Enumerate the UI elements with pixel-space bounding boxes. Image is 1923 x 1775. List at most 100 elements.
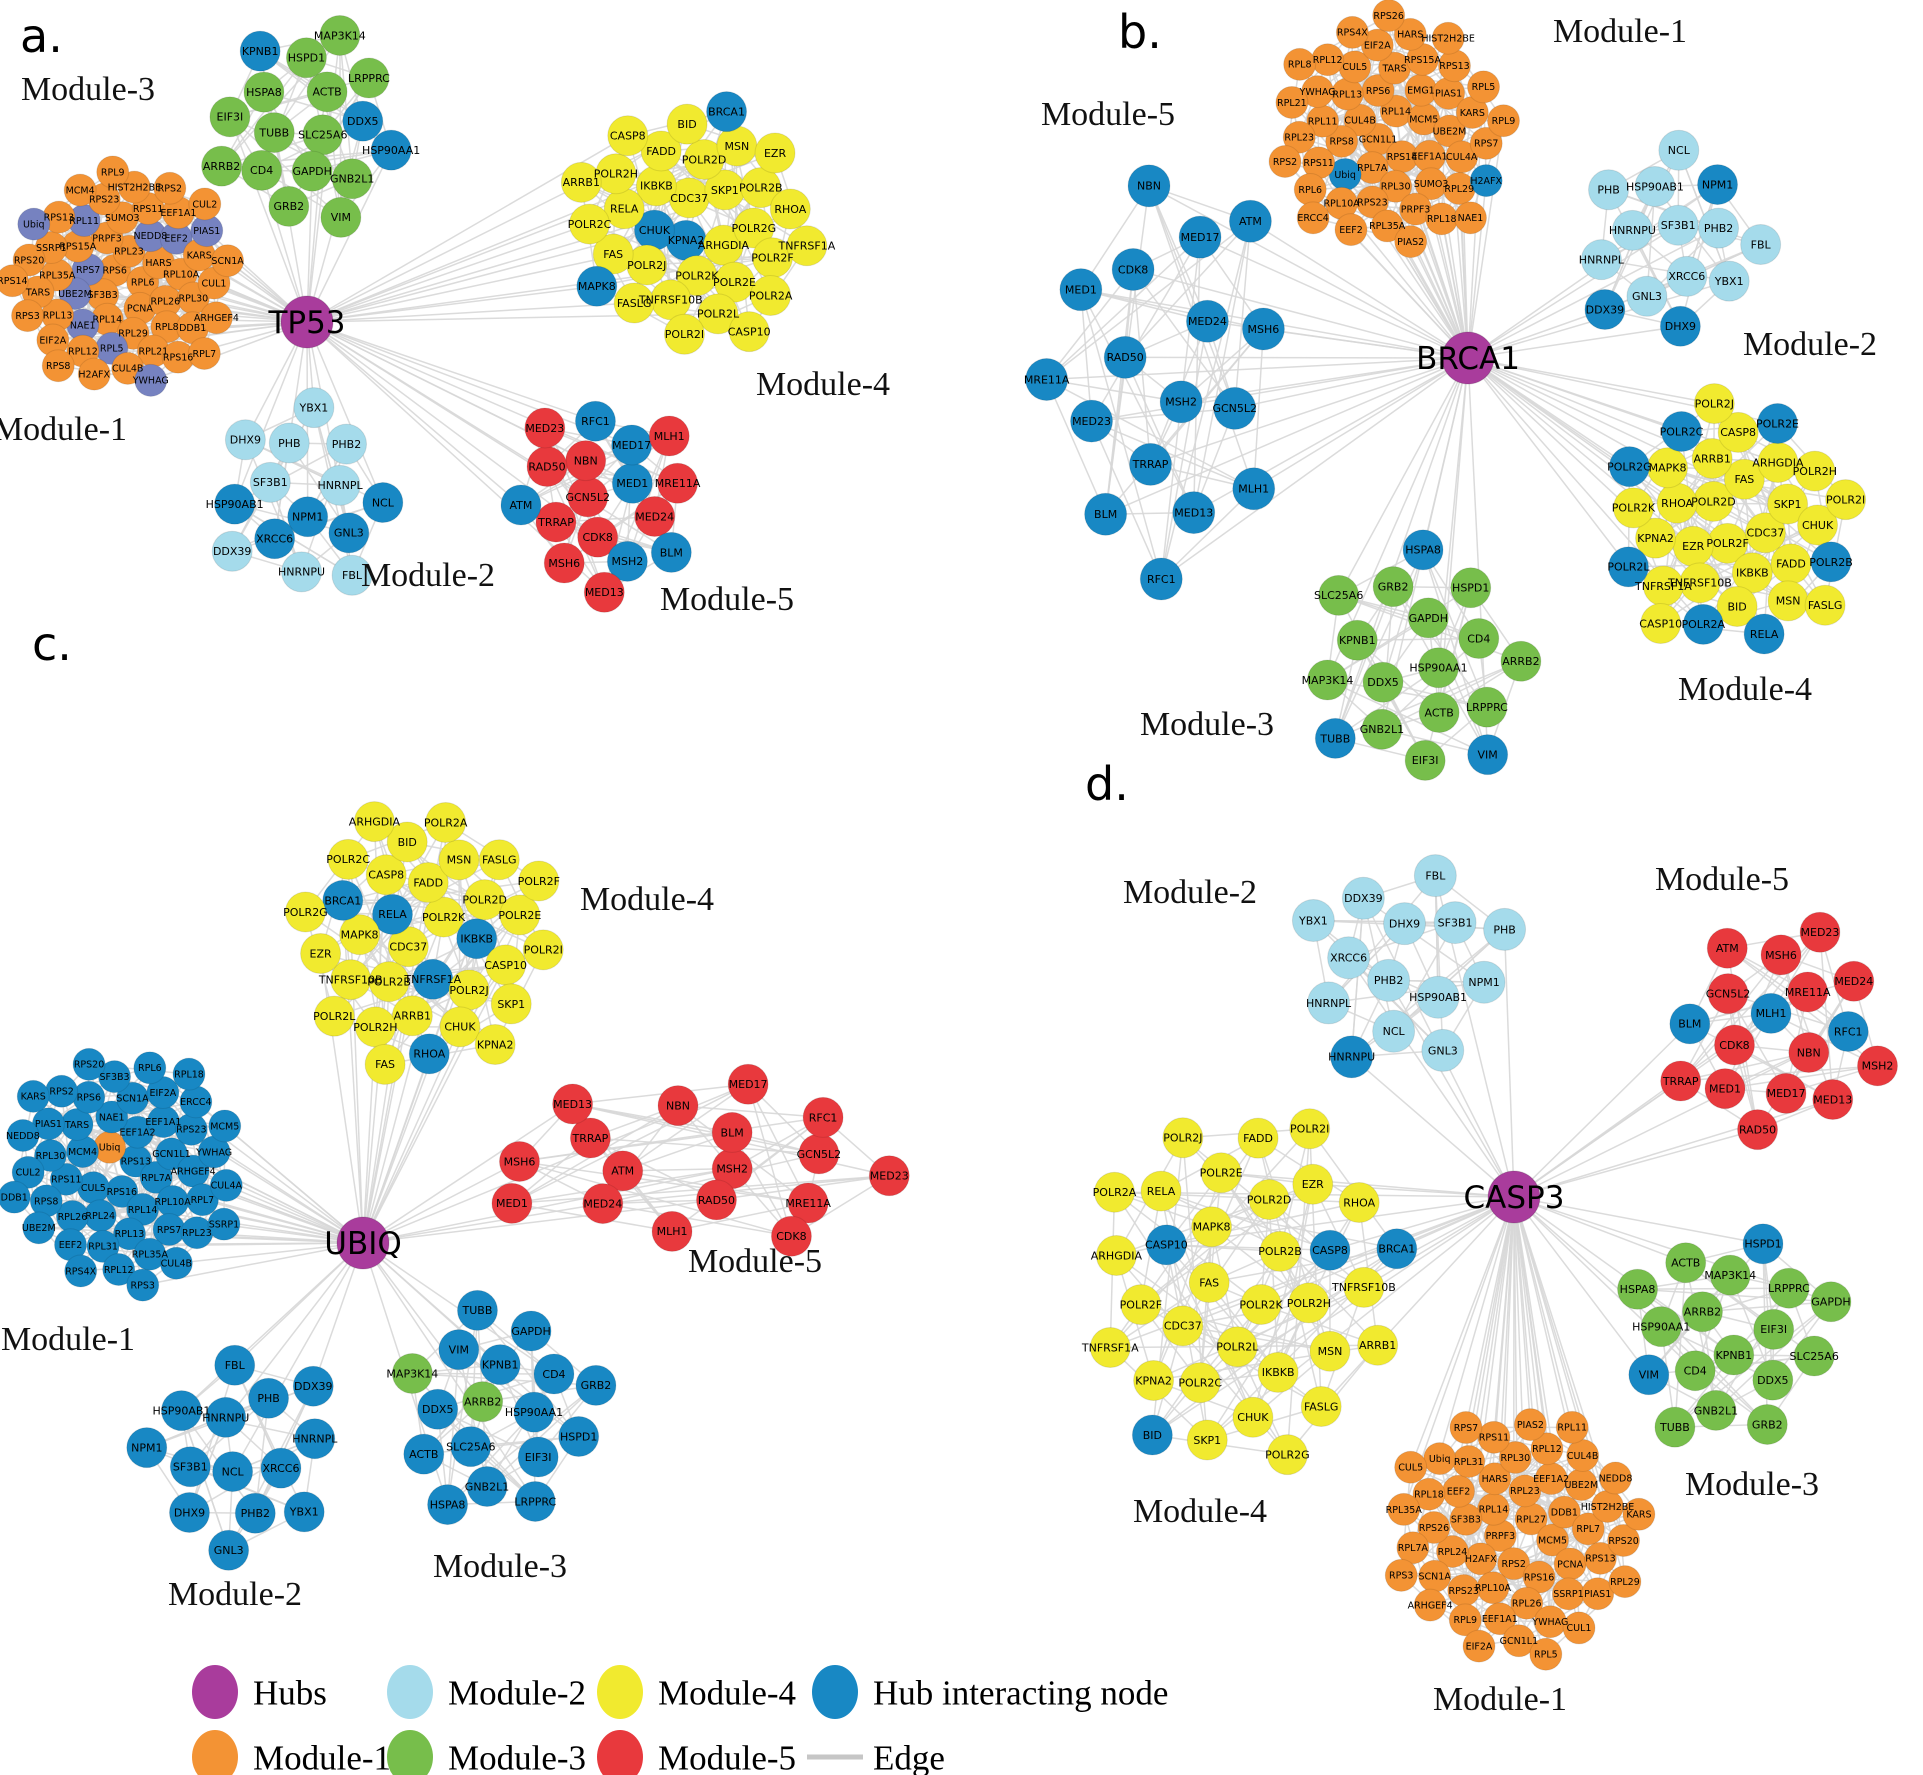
node-TNFRSF10B[interactable] — [1679, 562, 1721, 604]
node-PHB[interactable] — [1588, 169, 1630, 211]
node-MSH6[interactable] — [543, 542, 585, 584]
node-DDX39[interactable] — [211, 530, 253, 572]
node-GNB2L1[interactable] — [1695, 1389, 1737, 1431]
node-KPNA2[interactable] — [1635, 517, 1677, 559]
node-Ubiq[interactable] — [17, 207, 51, 241]
node-POLR2L[interactable] — [697, 293, 739, 335]
node-IKBKB[interactable] — [1731, 552, 1773, 594]
node-MED1[interactable] — [491, 1182, 533, 1224]
node-HSPD1[interactable] — [1450, 567, 1492, 609]
node-BID[interactable] — [386, 821, 428, 863]
node-HSPA8[interactable] — [1617, 1268, 1659, 1310]
node-POLR2I[interactable] — [1825, 479, 1867, 521]
node-ACTB[interactable] — [403, 1433, 445, 1475]
node-POLR2C[interactable] — [327, 838, 369, 880]
node-MED13[interactable] — [1172, 491, 1216, 535]
node-MRE11A[interactable] — [1025, 357, 1069, 401]
node-DDX5[interactable] — [1362, 661, 1404, 703]
node-ATM[interactable] — [1706, 927, 1748, 969]
node-RPS7[interactable] — [1449, 1411, 1483, 1445]
node-TRRAP[interactable] — [535, 501, 577, 543]
node-CUL1[interactable] — [1562, 1611, 1596, 1645]
node-KPNA2[interactable] — [1133, 1359, 1175, 1401]
node-POLR2E[interactable] — [1200, 1152, 1242, 1194]
node-XRCC6[interactable] — [254, 518, 296, 560]
node-GCN5L2[interactable] — [798, 1133, 840, 1175]
node-RPS16[interactable] — [1522, 1560, 1556, 1594]
node-HSP90AA1[interactable] — [1640, 1306, 1682, 1348]
node-DDX39[interactable] — [1584, 289, 1626, 331]
node-RPL5[interactable] — [1467, 70, 1501, 104]
node-RPS6[interactable] — [72, 1080, 106, 1114]
node-NBN[interactable] — [1788, 1031, 1830, 1073]
node-MED23[interactable] — [868, 1155, 910, 1197]
node-FBL[interactable] — [1740, 224, 1782, 266]
node-ATM[interactable] — [602, 1150, 644, 1192]
node-FADD[interactable] — [407, 862, 449, 904]
node-YBX1[interactable] — [1708, 260, 1750, 302]
node-EEF2[interactable] — [1334, 213, 1368, 247]
node-RPS2[interactable] — [45, 1074, 79, 1108]
node-NCL[interactable] — [212, 1451, 254, 1493]
node-RPL18[interactable] — [172, 1057, 206, 1091]
node-MSH2[interactable] — [1856, 1045, 1898, 1087]
node-H2AFX[interactable] — [1469, 164, 1503, 198]
node-RPS20[interactable] — [1607, 1524, 1641, 1558]
node-Ubiq[interactable] — [1423, 1442, 1457, 1476]
node-RPS4X[interactable] — [1335, 15, 1369, 49]
node-CASP10[interactable] — [1640, 602, 1682, 644]
node-SLC25A6[interactable] — [1318, 574, 1360, 616]
node-PHB[interactable] — [1483, 907, 1527, 951]
node-UBE2M[interactable] — [1564, 1468, 1598, 1502]
node-RPL12[interactable] — [1311, 43, 1345, 77]
node-KPNB1[interactable] — [479, 1344, 521, 1386]
node-MSN[interactable] — [716, 125, 758, 167]
node-VIM[interactable] — [438, 1329, 480, 1371]
node-RPL9[interactable] — [1448, 1603, 1482, 1637]
node-GCN5L2[interactable] — [1707, 973, 1749, 1015]
node-YWHAG[interactable] — [1533, 1605, 1567, 1639]
node-ARHGEF4[interactable] — [199, 301, 233, 335]
node-FADD[interactable] — [640, 130, 682, 172]
node-FASLG[interactable] — [478, 839, 520, 881]
node-EEF2[interactable] — [1442, 1474, 1476, 1508]
node-MLH1[interactable] — [651, 1210, 693, 1252]
node-POLR2K[interactable] — [1240, 1283, 1282, 1325]
node-RPS14[interactable] — [0, 264, 29, 298]
hub-node-CASP3[interactable] — [1487, 1170, 1541, 1224]
node-POLR2L[interactable] — [313, 995, 355, 1037]
node-GRB2[interactable] — [1372, 566, 1414, 608]
node-MRE11A[interactable] — [787, 1182, 829, 1224]
node-MLH1[interactable] — [1232, 467, 1276, 511]
node-MRE11A[interactable] — [1787, 971, 1829, 1013]
node-HSP90AA1[interactable] — [513, 1391, 555, 1433]
node-RPS13[interactable] — [1583, 1541, 1617, 1575]
node-GNL3[interactable] — [328, 512, 370, 554]
node-RFC1[interactable] — [1139, 557, 1183, 601]
node-HNRNPU[interactable] — [1330, 1035, 1374, 1079]
node-RPL35A[interactable] — [1370, 209, 1404, 243]
node-RAD50[interactable] — [1103, 335, 1147, 379]
node-EIF2A[interactable] — [1462, 1629, 1496, 1663]
node-ATM[interactable] — [1228, 199, 1272, 243]
node-RPL24[interactable] — [1435, 1535, 1469, 1569]
node-ERCC4[interactable] — [1296, 201, 1330, 235]
node-RPL9[interactable] — [1486, 104, 1520, 138]
node-RPL9[interactable] — [96, 155, 130, 189]
hub-node-BRCA1[interactable] — [1441, 331, 1495, 385]
node-RPS8[interactable] — [1325, 124, 1359, 158]
node-RPS11[interactable] — [49, 1162, 83, 1196]
node-NPM1[interactable] — [1697, 164, 1739, 206]
node-RPS26[interactable] — [1417, 1511, 1451, 1545]
node-RPS2[interactable] — [1268, 145, 1302, 179]
node-GNB2L1[interactable] — [331, 158, 373, 200]
node-TNFRSF1A[interactable] — [1089, 1326, 1131, 1368]
node-RPL6[interactable] — [133, 1051, 167, 1085]
node-CASP8[interactable] — [1717, 411, 1759, 453]
node-ACTB[interactable] — [1418, 691, 1460, 733]
node-FASLG[interactable] — [1804, 584, 1846, 626]
node-HNRNPL[interactable] — [1307, 981, 1351, 1025]
node-KPNB1[interactable] — [1336, 619, 1378, 661]
node-LRPPRC[interactable] — [514, 1480, 556, 1522]
node-HSPA8[interactable] — [243, 71, 285, 113]
